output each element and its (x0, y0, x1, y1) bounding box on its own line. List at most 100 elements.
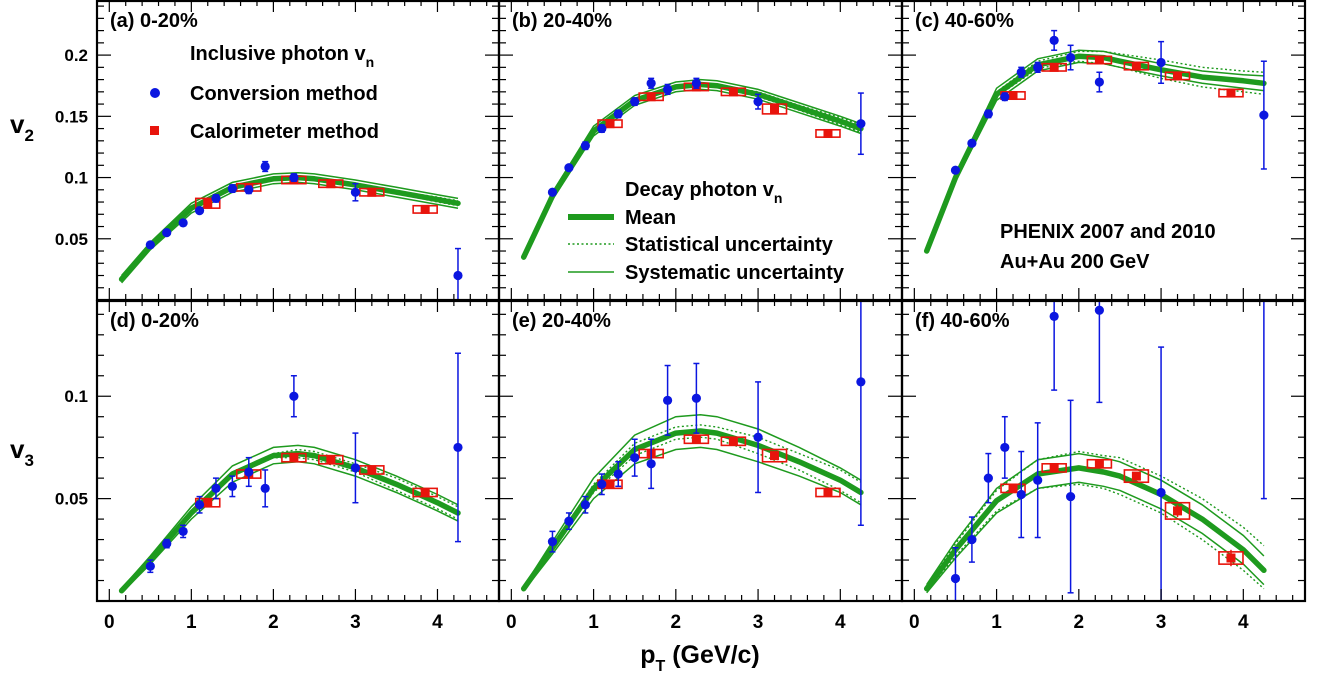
conversion-point (453, 442, 463, 453)
panel-f: 0 1 2 3 4 (f) 40-60% (900, 299, 1307, 633)
calorimeter-point (605, 119, 615, 129)
conversion-point (453, 270, 463, 281)
calorimeter-point (1173, 71, 1183, 81)
conversion-point (967, 534, 977, 545)
conversion-point (162, 539, 172, 549)
x-tick-label: 4 (835, 612, 846, 633)
conversion-point (227, 481, 237, 491)
calorimeter-point (326, 455, 336, 465)
conversion-point (1033, 62, 1043, 72)
y-title-v3: v3 (10, 434, 34, 470)
calorimeter-point (420, 204, 430, 214)
calorimeter-point (728, 87, 738, 97)
mean-curve (923, 465, 1267, 592)
mean-curve (520, 81, 864, 260)
conversion-point (856, 119, 866, 129)
conversion-point (663, 395, 673, 405)
conversion-point (1066, 491, 1076, 502)
calorimeter-point (823, 128, 833, 138)
panel-d-plot-area (118, 352, 463, 594)
legend-inclusive-photon: Inclusive photon vn Conversion method Ca… (150, 43, 379, 143)
conversion-point (227, 183, 237, 194)
calorimeter-point (1094, 55, 1104, 65)
mean-curve (520, 428, 864, 592)
calorimeter-point (203, 198, 213, 208)
experiment-label-line2: Au+Au 200 GeV (1000, 251, 1150, 273)
stat-band-low (121, 457, 459, 592)
conversion-point (1033, 475, 1043, 485)
conversion-point (1049, 35, 1059, 46)
y-tick-label: 0.05 (55, 230, 88, 249)
panel-f-plot-area (923, 300, 1267, 601)
conversion-point (950, 573, 961, 584)
conversion-point (613, 109, 623, 119)
calorimeter-sys-box (194, 197, 221, 209)
conversion-point (350, 187, 361, 197)
x-axis-title-unit: (GeV/c) (665, 641, 759, 669)
sys-band-low (926, 481, 1265, 594)
conversion-point (244, 185, 254, 195)
x-tick-label: 2 (671, 612, 682, 633)
legend-decay-title: Decay photon vn (625, 179, 782, 206)
calorimeter-point (367, 187, 377, 197)
x-tick-label: 4 (432, 612, 443, 633)
conversion-point (856, 377, 866, 387)
calorimeter-point (1049, 463, 1059, 473)
calorimeter-point (770, 451, 780, 461)
calorimeter-point (1008, 483, 1018, 493)
calorimeter-point (203, 498, 213, 508)
calorimeter-point (1173, 506, 1183, 516)
conversion-point (1000, 442, 1010, 453)
calorimeter-point (367, 465, 377, 475)
conversion-point (1094, 305, 1104, 315)
calorimeter-sys-box (1123, 469, 1150, 484)
x-axis-title: pT (GeV/c) (640, 641, 760, 675)
conversion-point (145, 240, 155, 250)
x-tick-label: 2 (268, 612, 279, 633)
conversion-point (564, 516, 574, 526)
conversion-point (1259, 110, 1269, 120)
panel-b: (b) 20-40% (497, 0, 904, 302)
sys-band-high (121, 171, 459, 276)
calorimeter-point (1131, 61, 1141, 71)
x-tick-label: 2 (1074, 612, 1085, 633)
x-tick-label: 1 (991, 612, 1002, 633)
calorimeter-sys-box (761, 103, 788, 115)
conversion-point (1156, 487, 1166, 498)
panel-e: 0 1 2 3 4 (e) 20-40% (497, 299, 904, 633)
calorimeter-point (289, 453, 299, 463)
conversion-point (597, 123, 607, 134)
conversion-point (350, 463, 361, 473)
legend-inclusive-title: Inclusive photon vn (190, 43, 374, 70)
experiment-label-line1: PHENIX 2007 and 2010 (1000, 221, 1216, 243)
conversion-point (244, 467, 254, 477)
sys-band-high (523, 413, 862, 588)
calorimeter-point (1226, 88, 1236, 98)
calorimeter-point (823, 487, 833, 497)
calorimeter-point (605, 479, 615, 489)
conversion-point (753, 432, 763, 442)
x-tick-label: 3 (753, 612, 764, 633)
conversion-point (983, 473, 993, 483)
legend-mean-label: Mean (625, 207, 676, 229)
x-tick-label: 1 (588, 612, 599, 633)
panel-e-plot-area (520, 300, 866, 592)
conversion-point (597, 479, 607, 489)
y-title-v3-sub: 3 (25, 451, 34, 470)
conversion-point (1000, 92, 1010, 102)
x-tick-label: 0 (909, 612, 920, 633)
panel-b-plot-area (520, 77, 866, 260)
conversion-point (1156, 57, 1166, 68)
conversion-point (753, 97, 763, 107)
legend-inclusive-title-sub: n (366, 54, 375, 70)
calorimeter-point (691, 434, 701, 444)
conversion-point (211, 193, 221, 203)
conversion-point (162, 228, 172, 238)
calorimeter-sys-box (761, 448, 788, 463)
calorimeter-point (1049, 62, 1059, 72)
calorimeter-point (646, 92, 656, 102)
sys-band-low (523, 446, 862, 592)
panels-layer: 0.05 0.1 0.15 0.2 (a) 0-20% (b) 20-40% (c) 40-… (55, 0, 1307, 633)
panel-f-frame (900, 299, 1307, 603)
